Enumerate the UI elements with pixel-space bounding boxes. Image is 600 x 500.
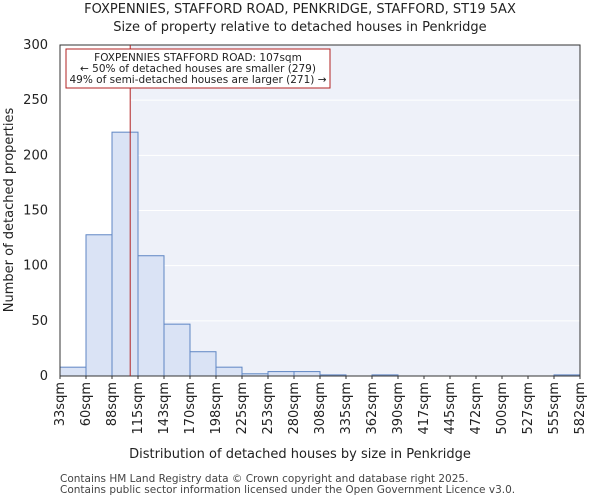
x-tick-label: 390sqm (391, 382, 406, 435)
x-tick-label: 280sqm (287, 382, 302, 435)
histogram-bar (189, 351, 217, 377)
annotation-line-1: FOXPENNIES STAFFORD ROAD: 107sqm (94, 52, 302, 64)
x-tick-label: 308sqm (313, 382, 328, 435)
x-tick-label: 88sqm (105, 382, 120, 426)
x-tick-label: 335sqm (339, 382, 354, 435)
y-tick-label: 150 (23, 204, 48, 219)
footer-line-1: Contains HM Land Registry data © Crown c… (60, 473, 469, 485)
x-tick-label: 60sqm (79, 382, 94, 426)
histogram-bar (293, 371, 321, 377)
x-tick-label: 555sqm (547, 382, 562, 435)
x-tick-label: 417sqm (417, 382, 432, 435)
x-tick-label: 225sqm (235, 382, 250, 435)
annotation-line-2: ← 50% of detached houses are smaller (27… (80, 63, 316, 75)
annotation-line-3: 49% of semi-detached houses are larger (… (70, 74, 327, 86)
histogram-bar (59, 366, 87, 377)
x-tick-label: 500sqm (495, 382, 510, 435)
histogram-bar (163, 323, 191, 377)
y-tick-label: 200 (23, 148, 48, 163)
y-tick-label: 0 (40, 369, 48, 384)
y-tick-label: 250 (23, 93, 48, 108)
histogram-bar (215, 366, 243, 377)
x-tick-label: 472sqm (469, 382, 484, 435)
x-tick-label: 362sqm (365, 382, 380, 435)
y-axis-label: Number of detached properties (2, 108, 17, 313)
x-tick-label: 33sqm (53, 382, 68, 426)
y-tick-label: 50 (31, 314, 48, 329)
x-tick-label: 170sqm (183, 382, 198, 435)
x-tick-label: 143sqm (157, 382, 172, 435)
histogram-bar (85, 234, 113, 377)
histogram-bar (267, 371, 295, 377)
x-tick-label: 582sqm (573, 382, 588, 435)
y-tick-label: 300 (23, 38, 48, 53)
x-tick-label: 445sqm (443, 382, 458, 435)
y-tick-label: 100 (23, 259, 48, 274)
x-axis-ticks: 33sqm 60sqm 88sqm 115sqm 143sqm 170sqm 198sqm 2… (53, 376, 588, 435)
bars (59, 131, 581, 377)
x-tick-label: 527sqm (521, 382, 536, 435)
x-tick-label: 253sqm (261, 382, 276, 435)
annotation-frame (65, 48, 331, 89)
x-axis-label: Distribution of detached houses by size … (129, 447, 471, 462)
y-axis-ticks: 0 50 100 150 200 250 300 (23, 38, 48, 384)
footer-line-2: Contains public sector information licen… (60, 484, 516, 496)
annotation-box: FOXPENNIES STAFFORD ROAD: 107sqm ← 50% o… (65, 48, 331, 89)
histogram-bar (137, 255, 165, 377)
chart-title: FOXPENNIES, STAFFORD ROAD, PENKRIDGE, ST… (84, 2, 516, 17)
chart-subtitle: Size of property relative to detached ho… (113, 20, 487, 35)
histogram-bar (111, 131, 139, 377)
x-tick-label: 198sqm (209, 382, 224, 435)
x-tick-label: 115sqm (131, 382, 146, 435)
